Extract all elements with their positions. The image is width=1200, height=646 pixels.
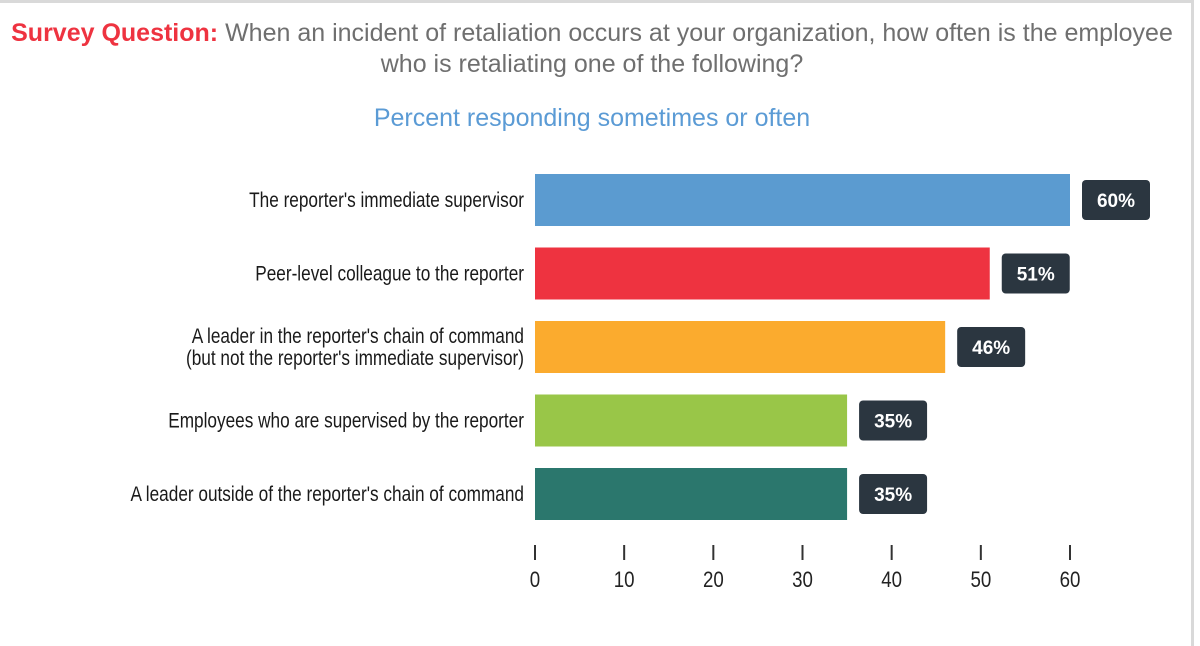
data-label-box	[1082, 180, 1150, 220]
bar	[535, 247, 990, 300]
category-label: The reporter's immediate supervisor	[249, 190, 524, 213]
bar	[535, 394, 848, 447]
bar	[535, 468, 848, 520]
bar	[535, 174, 1070, 226]
x-tick-label: 0	[530, 569, 540, 593]
survey-question: Survey Question: When an incident of ret…	[0, 18, 1184, 80]
category-label: A leader outside of the reporter's chain…	[130, 484, 524, 507]
chart-subtitle: Percent responding sometimes or often	[373, 104, 811, 132]
x-tick-label: 30	[792, 569, 813, 593]
survey-question-text: When an incident of retaliation occurs a…	[225, 19, 1173, 78]
x-tick-label: 50	[970, 569, 991, 593]
data-label: 60%	[1097, 191, 1135, 212]
bar	[535, 321, 946, 373]
category-label: Peer-level colleague to the reporter	[255, 263, 524, 286]
data-label: 51%	[1017, 265, 1055, 286]
category-label: (but not the reporter's immediate superv…	[186, 348, 524, 371]
x-tick-label: 40	[881, 569, 902, 593]
survey-question-label: Survey Question:	[11, 19, 219, 47]
data-label: 35%	[874, 485, 912, 506]
data-label-box	[859, 400, 928, 441]
x-tick-label: 10	[614, 569, 635, 593]
category-label: A leader in the reporter's chain of comm…	[192, 326, 524, 349]
x-tick-label: 60	[1060, 569, 1081, 593]
data-label-box	[957, 327, 1026, 367]
data-label: 46%	[972, 338, 1010, 359]
data-label: 35%	[874, 412, 912, 433]
x-tick-label: 20	[703, 569, 724, 593]
data-label-box	[859, 474, 928, 514]
data-label-box	[1001, 253, 1070, 294]
category-label: Employees who are supervised by the repo…	[168, 410, 524, 433]
